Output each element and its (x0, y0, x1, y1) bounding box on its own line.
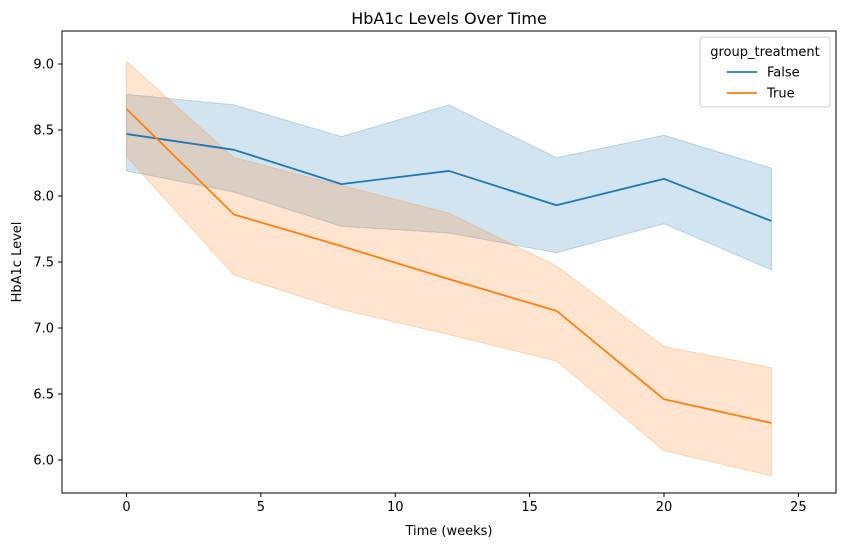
x-tick-label: 5 (257, 500, 265, 515)
x-tick-label: 20 (656, 500, 673, 515)
x-tick-label: 0 (122, 500, 130, 515)
x-tick-label: 15 (521, 500, 538, 515)
legend-box (699, 36, 831, 108)
legend: group_treatment False True (699, 36, 831, 108)
ci-band-false (126, 93, 772, 271)
chart-title: HbA1c Levels Over Time (351, 9, 547, 28)
y-axis-label: HbA1c Level (10, 222, 25, 303)
x-axis-label: Time (weeks) (404, 524, 492, 539)
y-tick-label: 9.0 (33, 58, 54, 73)
y-tick-label: 6.5 (33, 388, 54, 403)
ci-band-true (126, 60, 772, 477)
series-line-false (126, 133, 772, 222)
series-line-true (125, 108, 772, 424)
legend-label-true: True (766, 87, 795, 102)
x-tick-label: 10 (387, 500, 404, 515)
legend-title: group_treatment (710, 45, 819, 60)
x-tick-label: 25 (790, 500, 807, 515)
y-tick-label: 7.5 (33, 256, 54, 271)
legend-label-false: False (767, 66, 800, 81)
y-tick-label: 6.0 (33, 454, 54, 469)
y-tick-label: 7.0 (33, 322, 54, 337)
y-tick-label: 8.5 (33, 124, 54, 139)
y-tick-label: 8.0 (33, 190, 54, 205)
